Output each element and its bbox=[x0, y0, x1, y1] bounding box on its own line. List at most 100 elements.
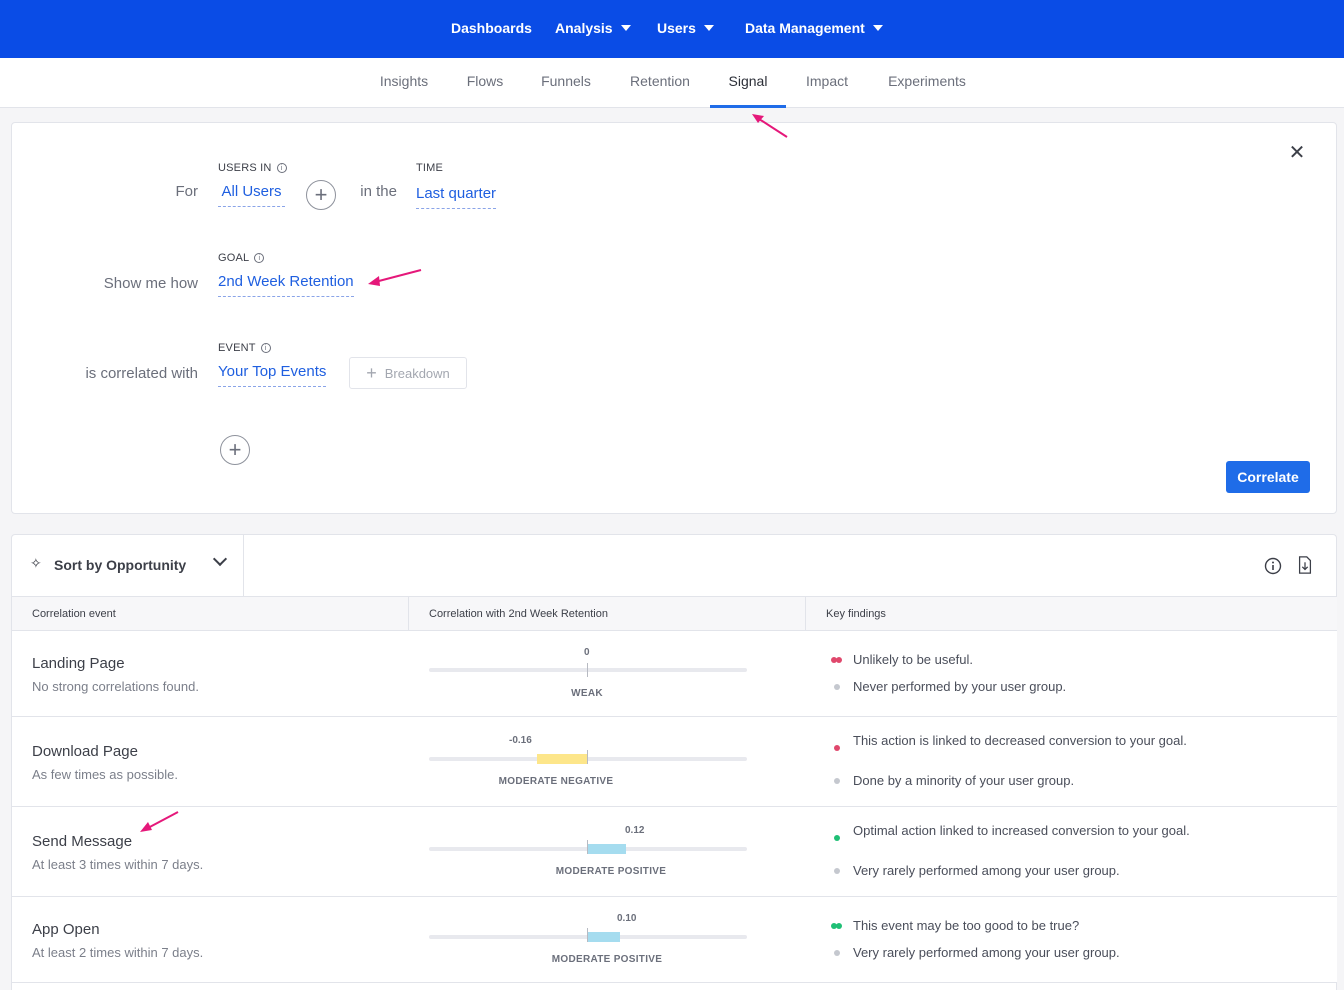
users-in-caption: USERS IN i bbox=[218, 162, 287, 174]
nav-analysis-label: Analysis bbox=[555, 20, 613, 36]
correlation-caption: MODERATE POSITIVE bbox=[555, 866, 667, 877]
gray-dot-icon bbox=[834, 684, 840, 690]
finding-text: This event may be too good to be true? bbox=[853, 918, 1080, 933]
info-icon[interactable]: i bbox=[276, 163, 287, 173]
red-dot-icon bbox=[831, 657, 837, 663]
tab-experiments[interactable]: Experiments bbox=[888, 73, 966, 89]
download-icon[interactable] bbox=[1296, 556, 1314, 574]
zero-tick bbox=[587, 928, 588, 942]
info-icon[interactable] bbox=[1264, 557, 1282, 575]
query-builder-card bbox=[11, 122, 1337, 514]
nav-dashboards-label: Dashboards bbox=[451, 20, 532, 36]
correlation-bar bbox=[537, 754, 588, 764]
nav-users[interactable]: Users bbox=[657, 20, 714, 36]
correlation-caption: MODERATE POSITIVE bbox=[551, 954, 663, 965]
col-correlation-event: Correlation event bbox=[32, 608, 116, 620]
event-name: Download Page bbox=[32, 743, 138, 760]
top-navbar: Dashboards Analysis Users Data Managemen… bbox=[0, 0, 1344, 58]
close-icon[interactable]: ✕ bbox=[1288, 142, 1306, 164]
add-row-plus-icon[interactable]: + bbox=[220, 435, 250, 465]
for-label: For bbox=[175, 183, 199, 200]
red-dot-icon bbox=[834, 745, 840, 751]
sparkle-icon: ✧ bbox=[30, 555, 42, 571]
green-dot-icon bbox=[834, 835, 840, 841]
sort-dropdown[interactable]: ✧ Sort by Opportunity bbox=[11, 534, 244, 596]
col-key-findings: Key findings bbox=[826, 608, 886, 620]
users-in-caption-text: USERS IN bbox=[218, 162, 272, 174]
event-subtitle: As few times as possible. bbox=[32, 767, 178, 782]
event-name: Send Message bbox=[32, 833, 133, 850]
breakdown-button[interactable]: + Breakdown bbox=[349, 357, 467, 389]
correlation-bar bbox=[588, 932, 620, 942]
gray-dot-icon bbox=[834, 950, 840, 956]
time-caption: TIME bbox=[416, 162, 443, 174]
tab-impact[interactable]: Impact bbox=[805, 73, 848, 89]
correlation-caption: WEAK bbox=[571, 688, 603, 699]
report-tabs: Insights Flows Funnels Retention Signal … bbox=[0, 58, 1344, 108]
correlated-with-label: is correlated with bbox=[85, 365, 198, 382]
table-row[interactable]: Landing Page No strong correlations foun… bbox=[12, 631, 1337, 717]
info-icon[interactable]: i bbox=[254, 253, 265, 263]
tab-funnels[interactable]: Funnels bbox=[541, 73, 591, 89]
tab-retention[interactable]: Retention bbox=[630, 73, 690, 89]
zero-tick bbox=[587, 750, 588, 764]
caret-down-icon bbox=[620, 25, 631, 31]
green-dot-icon bbox=[836, 923, 842, 929]
correlation-bar bbox=[588, 844, 627, 854]
finding-text: Very rarely performed among your user gr… bbox=[853, 945, 1120, 960]
sort-label: Sort by Opportunity bbox=[54, 557, 187, 573]
correlation-value: -0.16 bbox=[509, 735, 532, 746]
in-the-label: in the bbox=[360, 183, 397, 200]
event-name: Landing Page bbox=[32, 655, 125, 672]
finding-text: This action is linked to decreased conve… bbox=[853, 733, 1187, 748]
tab-signal[interactable]: Signal bbox=[710, 58, 786, 108]
finding-text: Done by a minority of your user group. bbox=[853, 773, 1075, 788]
table-row[interactable]: Download Page As few times as possible. … bbox=[12, 717, 1337, 807]
green-dot-icon bbox=[831, 923, 837, 929]
results-table-header: Correlation event Correlation with 2nd W… bbox=[12, 596, 1337, 631]
show-me-how-label: Show me how bbox=[103, 275, 198, 292]
event-caption: EVENT i bbox=[218, 342, 271, 354]
event-caption-text: EVENT bbox=[218, 342, 256, 354]
nav-dashboards[interactable]: Dashboards bbox=[451, 20, 532, 36]
users-in-selector[interactable]: All Users bbox=[218, 183, 285, 207]
gray-dot-icon bbox=[834, 778, 840, 784]
caret-down-icon bbox=[703, 25, 714, 31]
tab-flows[interactable]: Flows bbox=[466, 73, 504, 89]
goal-caption-text: GOAL bbox=[218, 252, 250, 264]
tab-insights[interactable]: Insights bbox=[379, 73, 429, 89]
table-row[interactable]: Send Message At least 3 times within 7 d… bbox=[12, 807, 1337, 897]
table-row[interactable]: App Open At least 2 times within 7 days.… bbox=[12, 897, 1337, 983]
correlation-value: 0.12 bbox=[625, 825, 645, 836]
goal-caption: GOAL i bbox=[218, 252, 265, 264]
nav-analysis[interactable]: Analysis bbox=[555, 20, 631, 36]
red-dot-icon bbox=[836, 657, 842, 663]
col-correlation-with-goal: Correlation with 2nd Week Retention bbox=[429, 608, 608, 620]
event-name: App Open bbox=[32, 921, 100, 938]
finding-text: Never performed by your user group. bbox=[853, 679, 1067, 694]
finding-text: Optimal action linked to increased conve… bbox=[853, 823, 1190, 838]
nav-data-management[interactable]: Data Management bbox=[745, 20, 883, 36]
column-divider bbox=[805, 597, 806, 631]
correlation-value: 0.10 bbox=[617, 913, 637, 924]
correlate-button[interactable]: Correlate bbox=[1226, 461, 1310, 493]
event-subtitle: No strong correlations found. bbox=[32, 679, 199, 694]
info-icon[interactable]: i bbox=[260, 343, 271, 353]
finding-text: Very rarely performed among your user gr… bbox=[853, 863, 1120, 878]
correlation-track bbox=[429, 757, 747, 761]
time-caption-text: TIME bbox=[416, 162, 444, 174]
nav-data-management-label: Data Management bbox=[745, 20, 865, 36]
nav-users-label: Users bbox=[657, 20, 696, 36]
correlation-value: 0 bbox=[584, 647, 590, 658]
add-filter-plus-icon[interactable]: + bbox=[306, 180, 336, 210]
caret-down-icon bbox=[872, 25, 883, 31]
correlation-caption: MODERATE NEGATIVE bbox=[498, 776, 614, 787]
plus-icon: + bbox=[366, 362, 377, 383]
zero-tick bbox=[587, 840, 588, 854]
zero-tick bbox=[587, 663, 588, 677]
goal-selector[interactable]: 2nd Week Retention bbox=[218, 273, 354, 297]
time-selector[interactable]: Last quarter bbox=[416, 185, 497, 209]
event-selector[interactable]: Your Top Events bbox=[218, 363, 327, 387]
finding-text: Unlikely to be useful. bbox=[853, 652, 973, 667]
breakdown-label: Breakdown bbox=[384, 365, 450, 381]
